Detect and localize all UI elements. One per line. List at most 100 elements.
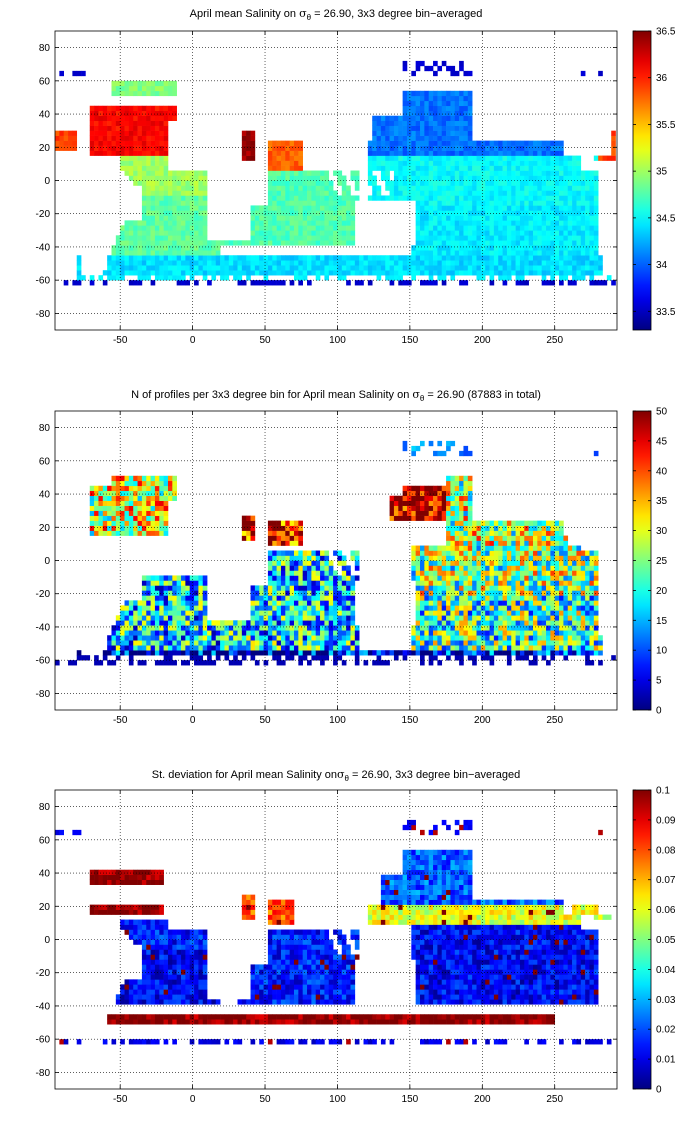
heatmap-cell bbox=[272, 575, 277, 581]
heatmap-cell bbox=[498, 615, 503, 621]
heatmap-cell bbox=[515, 545, 521, 551]
heatmap-cell bbox=[493, 650, 499, 656]
heatmap-cell bbox=[133, 175, 138, 181]
heatmap-cell bbox=[337, 575, 343, 581]
heatmap-cell bbox=[289, 595, 295, 601]
heatmap-cell bbox=[402, 495, 408, 501]
heatmap-cell bbox=[593, 280, 599, 286]
heatmap-cell bbox=[472, 555, 477, 561]
heatmap-cell bbox=[259, 610, 264, 616]
heatmap-cell bbox=[454, 100, 460, 107]
heatmap-cell bbox=[328, 610, 334, 616]
heatmap-cell bbox=[572, 160, 577, 166]
heatmap-cell bbox=[137, 490, 143, 497]
heatmap-cell bbox=[459, 165, 464, 171]
heatmap-cell bbox=[537, 195, 542, 201]
heatmap-cell bbox=[454, 175, 460, 181]
heatmap-cell bbox=[411, 160, 416, 166]
heatmap-cell bbox=[276, 530, 282, 536]
heatmap-cell bbox=[424, 190, 430, 196]
heatmap-cell bbox=[593, 235, 599, 241]
heatmap-cell bbox=[502, 200, 508, 206]
heatmap-cell bbox=[493, 180, 499, 186]
heatmap-cell bbox=[424, 135, 430, 141]
heatmap-cell bbox=[146, 155, 151, 161]
heatmap-cell bbox=[167, 115, 173, 121]
heatmap-cell bbox=[272, 555, 277, 561]
heatmap-cell bbox=[276, 240, 282, 246]
heatmap-cell bbox=[506, 610, 512, 616]
heatmap-cell bbox=[376, 260, 382, 266]
heatmap-cell bbox=[167, 655, 173, 661]
heatmap-cell bbox=[111, 105, 117, 112]
heatmap-cell bbox=[276, 235, 282, 241]
heatmap-cell bbox=[189, 170, 195, 176]
heatmap-cell bbox=[133, 165, 138, 171]
heatmap-cell bbox=[163, 90, 169, 97]
heatmap-cell bbox=[441, 550, 447, 556]
heatmap-cell bbox=[133, 240, 138, 246]
heatmap-cell bbox=[454, 225, 460, 231]
heatmap-cell bbox=[154, 620, 160, 626]
heatmap-cell bbox=[337, 205, 343, 211]
heatmap-cell bbox=[293, 225, 299, 231]
heatmap-cell bbox=[202, 605, 208, 611]
heatmap-cell bbox=[172, 275, 177, 281]
heatmap-cell bbox=[89, 490, 95, 497]
heatmap-cell bbox=[289, 520, 295, 526]
heatmap-cell bbox=[541, 235, 547, 241]
heatmap-cell bbox=[398, 180, 403, 186]
heatmap-cell bbox=[311, 635, 317, 641]
heatmap-cell bbox=[159, 90, 164, 97]
heatmap-cell bbox=[420, 190, 425, 196]
heatmap-cell bbox=[120, 620, 125, 626]
heatmap-cell bbox=[198, 630, 204, 636]
heatmap-cell bbox=[441, 635, 447, 641]
heatmap-cell bbox=[428, 585, 434, 591]
heatmap-cell bbox=[185, 235, 191, 241]
heatmap-cell bbox=[559, 195, 564, 201]
heatmap-cell bbox=[441, 230, 447, 236]
heatmap-cell bbox=[450, 150, 456, 156]
heatmap-cell bbox=[441, 265, 447, 271]
heatmap-cell bbox=[372, 180, 377, 186]
heatmap-cell bbox=[450, 480, 456, 487]
heatmap-cell bbox=[285, 600, 290, 606]
heatmap-cell bbox=[346, 210, 351, 216]
heatmap-cell bbox=[428, 120, 434, 126]
heatmap-cell bbox=[450, 220, 456, 226]
heatmap-cell bbox=[315, 270, 321, 276]
heatmap-cell bbox=[389, 125, 395, 131]
heatmap-cell bbox=[259, 620, 264, 626]
heatmap-cell bbox=[441, 500, 447, 506]
heatmap-cell bbox=[415, 500, 421, 506]
heatmap-cell bbox=[428, 625, 434, 631]
heatmap-cell bbox=[398, 195, 403, 201]
heatmap-cell bbox=[185, 630, 191, 636]
heatmap-cell bbox=[146, 620, 151, 626]
heatmap-cell bbox=[289, 280, 295, 286]
heatmap-cell bbox=[311, 180, 317, 186]
heatmap-cell bbox=[289, 230, 295, 236]
heatmap-cell bbox=[250, 265, 256, 271]
heatmap-cell bbox=[250, 585, 256, 591]
heatmap-cell bbox=[511, 640, 516, 646]
heatmap-cell bbox=[441, 495, 447, 501]
heatmap-cell bbox=[459, 255, 464, 261]
heatmap-cell bbox=[411, 650, 416, 656]
heatmap-cell bbox=[198, 185, 204, 191]
heatmap-cell bbox=[315, 640, 321, 646]
heatmap-cell bbox=[354, 170, 360, 176]
heatmap-cell bbox=[185, 205, 191, 211]
heatmap-cell bbox=[459, 500, 464, 506]
heatmap-cell bbox=[81, 70, 86, 77]
heatmap-cell bbox=[480, 265, 486, 271]
heatmap-cell bbox=[307, 230, 312, 236]
heatmap-cell bbox=[528, 240, 534, 246]
heatmap-cell bbox=[293, 170, 299, 176]
heatmap-cell bbox=[441, 620, 447, 626]
heatmap-cell bbox=[172, 170, 177, 176]
heatmap-cell bbox=[150, 650, 156, 656]
heatmap-cell bbox=[141, 80, 147, 87]
heatmap-cell bbox=[515, 620, 521, 626]
